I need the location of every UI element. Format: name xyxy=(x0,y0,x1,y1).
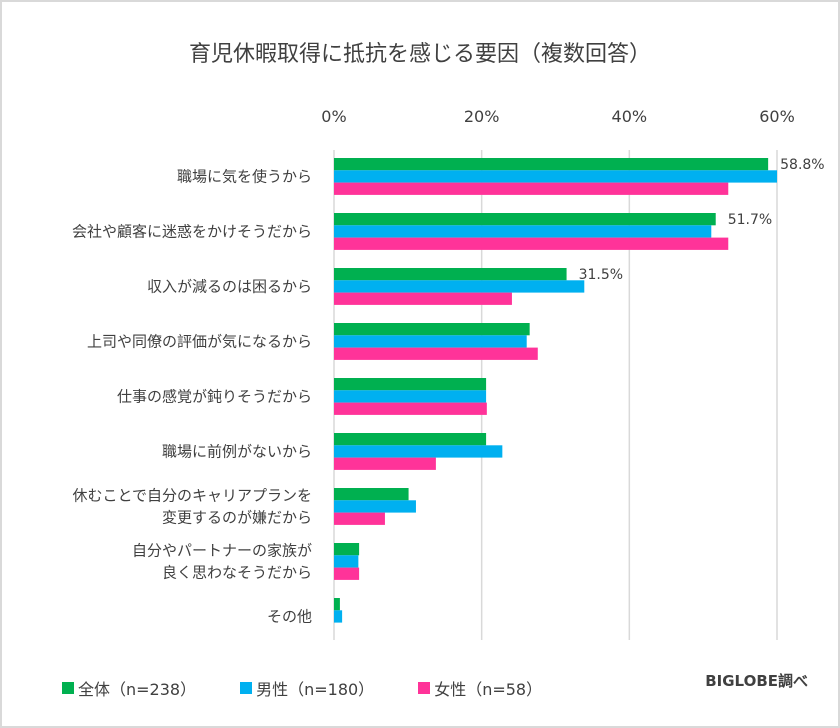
category-label: 会社や顧客に迷惑をかけそうだから xyxy=(72,222,312,240)
legend: 全体（n=238） 男性（n=180） 女性（n=58） xyxy=(62,676,542,700)
bar xyxy=(334,225,712,238)
bar xyxy=(334,500,416,513)
bar xyxy=(334,378,487,391)
category-label: 良く思わなそうだから xyxy=(162,563,312,581)
bar xyxy=(334,512,385,525)
x-tick-label: 20% xyxy=(464,107,500,126)
bar xyxy=(334,555,359,568)
legend-swatch-male xyxy=(240,682,253,694)
category-label: その他 xyxy=(267,607,312,625)
x-tick-label: 0% xyxy=(321,107,346,126)
bar xyxy=(334,543,360,556)
legend-swatch-female xyxy=(418,682,431,694)
legend-label-female: 女性（n=58） xyxy=(434,680,543,699)
data-label: 31.5% xyxy=(579,267,623,283)
bar xyxy=(334,280,585,293)
bar xyxy=(334,390,487,403)
bar xyxy=(334,213,716,226)
bar xyxy=(334,598,340,611)
legend-item-male: 男性（n=180） xyxy=(240,676,374,700)
legend-item-all: 全体（n=238） xyxy=(62,676,196,700)
bar xyxy=(334,457,436,470)
bar xyxy=(334,402,487,415)
bar xyxy=(334,182,729,195)
category-label: 休むことで自分のキャリアプランを xyxy=(72,486,312,504)
legend-item-female: 女性（n=58） xyxy=(418,676,542,700)
bar xyxy=(334,488,409,501)
bar xyxy=(334,170,777,183)
bar xyxy=(334,445,503,458)
category-label: 職場に気を使うから xyxy=(177,167,312,185)
bar xyxy=(334,347,538,360)
source-credit: BIGLOBE調べ xyxy=(705,672,808,690)
bar xyxy=(334,323,530,336)
bar xyxy=(334,237,729,250)
category-label: 自分やパートナーの家族が xyxy=(132,541,312,559)
bar xyxy=(334,335,527,348)
category-label: 上司や同僚の評価が気になるから xyxy=(87,332,312,350)
x-tick-label: 60% xyxy=(759,107,795,126)
category-label: 収入が減るのは困るから xyxy=(147,277,312,295)
chart-title: 育児休暇取得に抵抗を感じる要因（複数回答） xyxy=(188,42,651,67)
bar xyxy=(334,268,567,281)
category-label: 職場に前例がないから xyxy=(162,442,312,460)
data-label: 51.7% xyxy=(728,212,772,228)
data-label: 58.8% xyxy=(780,157,824,173)
legend-swatch-all xyxy=(62,682,74,694)
bar xyxy=(334,158,769,171)
bar xyxy=(334,610,343,623)
x-tick-label: 40% xyxy=(612,107,648,126)
legend-label-all: 全体（n=238） xyxy=(78,680,197,699)
legend-label-male: 男性（n=180） xyxy=(256,680,375,699)
category-label: 仕事の感覚が鈍りそうだから xyxy=(117,387,312,405)
bar xyxy=(334,567,360,580)
category-label: 変更するのが嫌だから xyxy=(162,508,312,526)
bar xyxy=(334,292,512,305)
bar xyxy=(334,433,487,446)
